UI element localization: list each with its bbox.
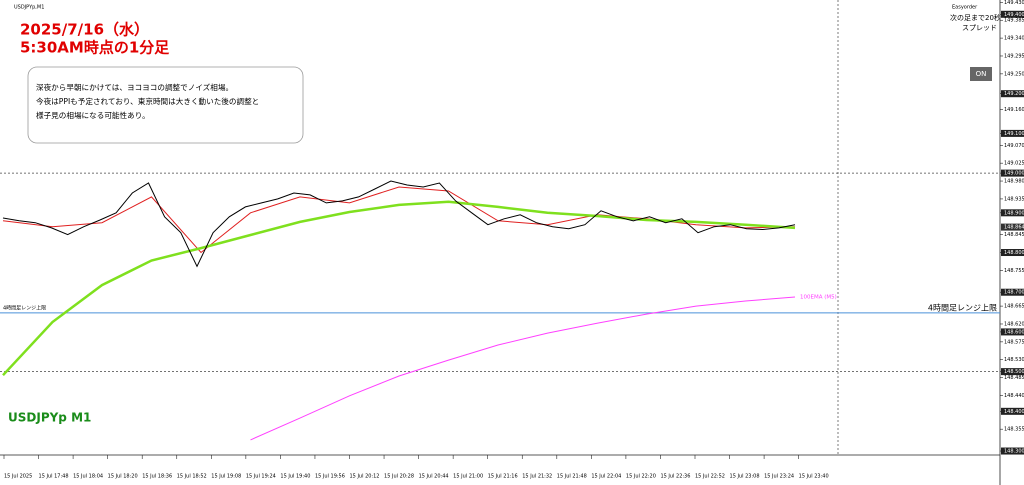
tick-highlight bbox=[1001, 249, 1024, 257]
y-tick-label: 148.665 bbox=[1004, 304, 1024, 310]
y-tick-label: 148.355 bbox=[1004, 427, 1024, 433]
y-tick-label: 148.980 bbox=[1004, 179, 1024, 185]
x-tick-label: 15 Jul 19:56 bbox=[315, 474, 345, 480]
y-tick-label: 149.000 bbox=[1004, 171, 1024, 177]
x-tick-label: 15 Jul 20:44 bbox=[419, 474, 449, 480]
on-button-label[interactable]: ON bbox=[976, 70, 987, 78]
x-tick-label: 15 Jul 23:24 bbox=[764, 474, 794, 480]
x-tick-label: 15 Jul 18:52 bbox=[177, 474, 207, 480]
range-label: 4時間足レンジ上限 bbox=[928, 303, 997, 312]
note-line: 深夜から早朝にかけては、ヨコヨコの調整でノイズ相場。 bbox=[36, 82, 233, 92]
x-tick-label: 15 Jul 21:48 bbox=[557, 474, 587, 480]
y-tick-label: 149.070 bbox=[1004, 143, 1024, 149]
y-tick-label: 149.400 bbox=[1004, 12, 1024, 18]
y-tick-label: 148.530 bbox=[1004, 357, 1024, 363]
symbol-label: USDJPYp M1 bbox=[8, 411, 91, 425]
y-tick-label: 148.800 bbox=[1004, 250, 1024, 256]
x-tick-label: 15 Jul 19:24 bbox=[246, 474, 276, 480]
y-tick-label: 149.100 bbox=[1004, 131, 1024, 137]
y-tick-label: 148.700 bbox=[1004, 290, 1024, 296]
note-line: 様子見の相場になる可能性あり。 bbox=[36, 110, 150, 120]
panel-name: Easyorder bbox=[952, 5, 978, 11]
symbol-header: USDJPYp,M1 bbox=[14, 5, 44, 11]
legend-label: 100EMA (M5) bbox=[800, 294, 837, 300]
x-tick-label: 15 Jul 20:28 bbox=[384, 474, 414, 480]
x-tick-label: 15 Jul 20:12 bbox=[350, 474, 380, 480]
y-tick-label: 149.160 bbox=[1004, 107, 1024, 113]
price-line bbox=[2, 180, 796, 268]
y-tick-label: 149.200 bbox=[1004, 91, 1024, 97]
x-tick-label: 15 Jul 21:16 bbox=[488, 474, 518, 480]
tick-highlight bbox=[1001, 169, 1024, 177]
y-tick-label: 148.935 bbox=[1004, 196, 1024, 202]
ema-line bbox=[2, 200, 796, 377]
y-tick-label: 149.340 bbox=[1004, 36, 1024, 42]
tick-highlight bbox=[1001, 288, 1024, 296]
y-tick-label: 148.755 bbox=[1004, 268, 1024, 274]
x-tick-label: 15 Jul 22:20 bbox=[626, 474, 656, 480]
current-price-label: 148.864 bbox=[1004, 225, 1024, 231]
y-tick-label: 149.430 bbox=[1004, 0, 1024, 6]
y-tick-label: 148.600 bbox=[1004, 329, 1024, 335]
title-line: 5:30AM時点の1分足 bbox=[20, 39, 170, 57]
note-line: 今夜はPPIも予定されており、東京時間は大きく動いた後の調整と bbox=[36, 96, 259, 106]
y-tick-label: 148.485 bbox=[1004, 375, 1024, 381]
x-tick-label: 15 Jul 21:00 bbox=[453, 474, 483, 480]
y-tick-label: 149.025 bbox=[1004, 161, 1024, 167]
ema-line bbox=[250, 296, 796, 441]
tick-highlight bbox=[1001, 407, 1024, 415]
y-tick-label: 149.385 bbox=[1004, 18, 1024, 24]
range-label: 4時間足レンジ上限 bbox=[3, 304, 46, 311]
panel-text: 次の足まで20秒 bbox=[950, 13, 1001, 22]
y-tick-label: 149.295 bbox=[1004, 53, 1024, 59]
x-tick-label: 15 Jul 22:04 bbox=[591, 474, 621, 480]
y-tick-label: 148.400 bbox=[1004, 409, 1024, 415]
x-tick-label: 15 Jul 17:48 bbox=[39, 474, 69, 480]
tick-highlight bbox=[1001, 328, 1024, 336]
x-tick-label: 15 Jul 18:36 bbox=[142, 474, 172, 480]
on-button[interactable] bbox=[970, 67, 992, 81]
y-tick-label: 148.500 bbox=[1004, 369, 1024, 375]
tick-highlight bbox=[1001, 209, 1024, 217]
tick-highlight bbox=[1001, 129, 1024, 137]
x-tick-label: 15 Jul 23:08 bbox=[730, 474, 760, 480]
y-tick-label: 148.440 bbox=[1004, 393, 1024, 399]
x-tick-label: 15 Jul 18:04 bbox=[73, 474, 103, 480]
x-tick-label: 15 Jul 22:36 bbox=[660, 474, 690, 480]
current-price-tag bbox=[1001, 223, 1024, 231]
tick-highlight bbox=[1001, 368, 1024, 376]
y-tick-label: 148.575 bbox=[1004, 339, 1024, 345]
tick-highlight bbox=[1001, 447, 1024, 455]
title-line: 2025/7/16（水） bbox=[20, 21, 149, 39]
panel-text: スプレッド bbox=[962, 24, 997, 32]
y-tick-label: 148.900 bbox=[1004, 210, 1024, 216]
x-tick-label: 15 Jul 22:52 bbox=[695, 474, 725, 480]
tick-highlight bbox=[1001, 10, 1024, 18]
x-tick-label: 15 Jul 21:32 bbox=[522, 474, 552, 480]
y-tick-label: 148.300 bbox=[1004, 449, 1024, 455]
y-tick-label: 149.250 bbox=[1004, 71, 1024, 77]
note-box bbox=[27, 66, 304, 144]
x-tick-label: 15 Jul 23:40 bbox=[799, 474, 829, 480]
y-tick-label: 148.845 bbox=[1004, 232, 1024, 238]
x-tick-label: 15 Jul 19:08 bbox=[211, 474, 241, 480]
x-tick-label: 15 Jul 2025 bbox=[4, 474, 32, 480]
y-tick-label: 148.620 bbox=[1004, 321, 1024, 327]
x-tick-label: 15 Jul 18:20 bbox=[108, 474, 138, 480]
x-tick-label: 15 Jul 19:40 bbox=[280, 474, 310, 480]
tick-highlight bbox=[1001, 90, 1024, 98]
